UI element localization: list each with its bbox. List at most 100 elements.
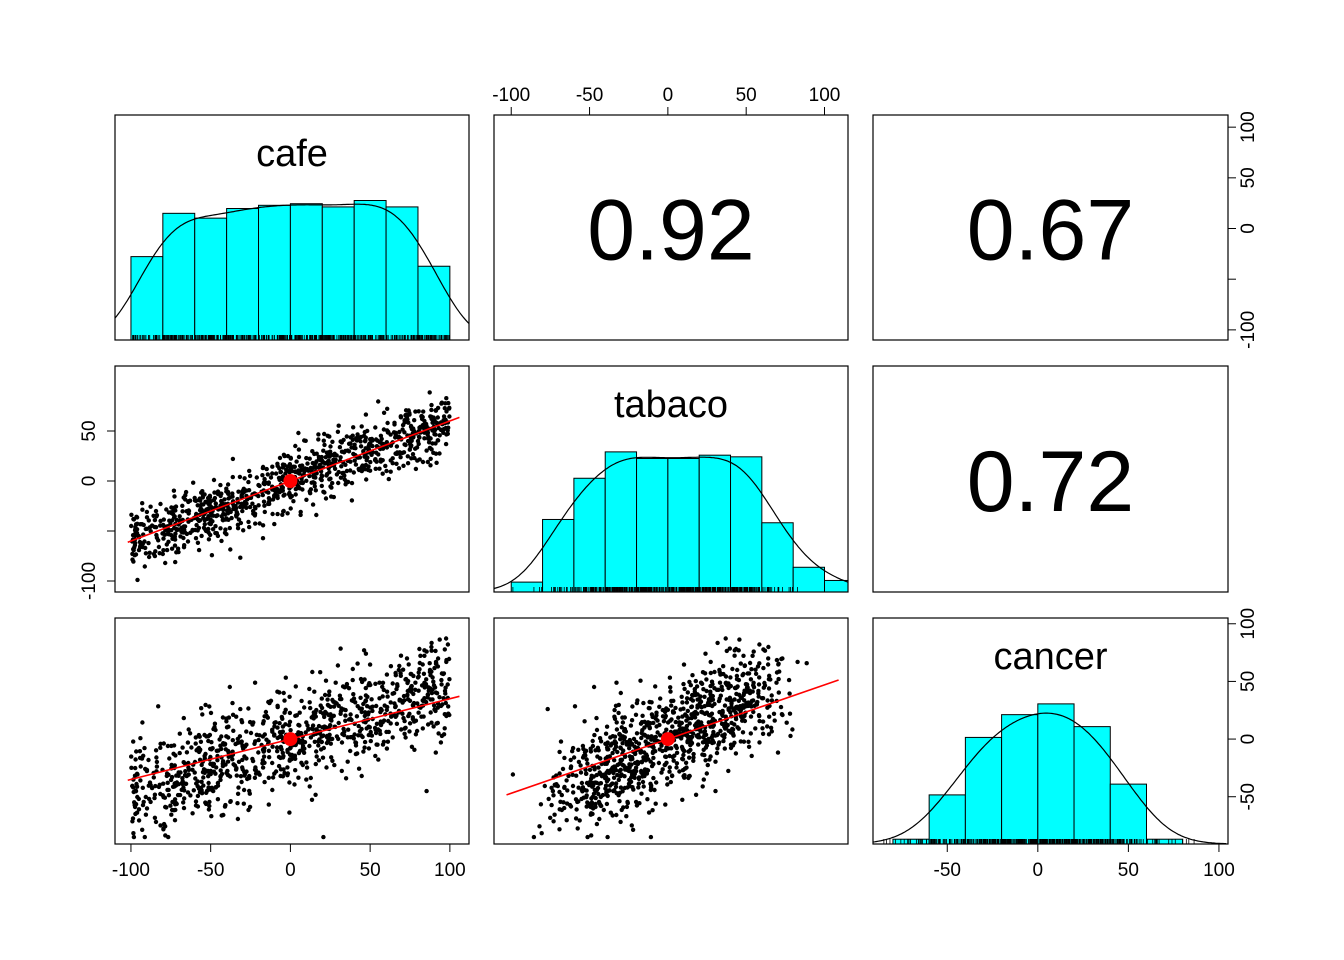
data-point (681, 662, 687, 667)
data-point (172, 543, 178, 548)
data-point (260, 536, 266, 541)
data-point (235, 801, 240, 806)
data-point (720, 713, 725, 718)
data-point (394, 721, 400, 726)
data-point (661, 719, 667, 724)
data-point (161, 781, 166, 786)
data-point (171, 488, 177, 493)
data-point (239, 779, 244, 785)
data-point (307, 743, 312, 749)
data-point (318, 670, 323, 675)
data-point (696, 742, 701, 747)
data-point (356, 467, 362, 473)
data-point (197, 790, 203, 795)
histogram-bar (130, 256, 164, 341)
data-point (327, 434, 332, 439)
data-point (270, 744, 275, 749)
data-point (359, 464, 364, 470)
data-point (437, 433, 442, 438)
data-point (757, 642, 762, 647)
data-point (275, 511, 280, 517)
data-point (590, 738, 595, 744)
data-point (628, 757, 634, 762)
data-point (247, 791, 252, 796)
data-point (228, 799, 233, 804)
data-point (677, 769, 682, 774)
data-point (788, 733, 793, 739)
data-point (610, 734, 615, 739)
data-point (429, 720, 434, 725)
data-point (640, 728, 645, 733)
data-point (406, 420, 411, 425)
data-point (685, 738, 690, 744)
data-point (173, 531, 178, 536)
data-point (380, 720, 385, 725)
data-point (427, 661, 432, 666)
data-point (218, 482, 223, 488)
tick-label: -50 (576, 85, 603, 106)
data-point (270, 775, 276, 780)
data-point (218, 526, 223, 531)
data-point (304, 455, 309, 461)
data-point (184, 750, 190, 755)
data-point (153, 549, 158, 554)
tick-label: 0 (1238, 734, 1259, 745)
variable-label-cancer: cancer (993, 636, 1107, 678)
data-point (587, 767, 593, 772)
data-point (428, 710, 433, 715)
data-point (287, 462, 293, 467)
data-point (780, 712, 785, 718)
data-point (328, 723, 333, 728)
data-point (682, 766, 688, 771)
data-point (384, 689, 390, 694)
data-point (310, 502, 316, 507)
data-point (700, 710, 705, 715)
data-point (639, 720, 645, 725)
data-point (447, 405, 452, 410)
data-point (345, 759, 350, 764)
data-point (590, 743, 596, 749)
data-point (357, 435, 362, 441)
data-point (369, 697, 374, 702)
data-point (579, 796, 584, 802)
rug (512, 587, 798, 592)
data-point (223, 527, 228, 532)
data-point (654, 780, 659, 785)
data-point (279, 485, 285, 490)
data-point (380, 680, 386, 685)
data-point (260, 465, 266, 471)
data-point (148, 782, 153, 788)
data-point (424, 677, 429, 682)
data-point (182, 772, 188, 778)
data-point (704, 743, 710, 748)
data-point (227, 684, 232, 690)
data-point (605, 741, 610, 746)
data-point (262, 714, 267, 719)
data-point (730, 743, 736, 748)
data-point (673, 743, 679, 749)
data-point (234, 514, 239, 519)
data-point (396, 466, 402, 471)
data-point (744, 682, 750, 687)
data-point (674, 750, 680, 755)
data-point (200, 495, 205, 500)
data-point (639, 770, 644, 775)
data-point (398, 455, 403, 460)
data-point (677, 720, 682, 725)
data-point (247, 524, 252, 530)
data-point (293, 713, 298, 718)
data-point (738, 707, 744, 712)
data-point (578, 763, 583, 768)
data-point (136, 818, 142, 823)
data-point (412, 747, 417, 752)
data-point (138, 736, 143, 741)
data-point (667, 765, 672, 770)
data-point (446, 400, 451, 406)
data-point (352, 732, 357, 737)
data-point (649, 734, 654, 739)
data-point (674, 765, 679, 770)
data-point (266, 496, 272, 501)
data-point (329, 755, 334, 760)
data-point (270, 471, 275, 476)
data-point (701, 747, 706, 752)
